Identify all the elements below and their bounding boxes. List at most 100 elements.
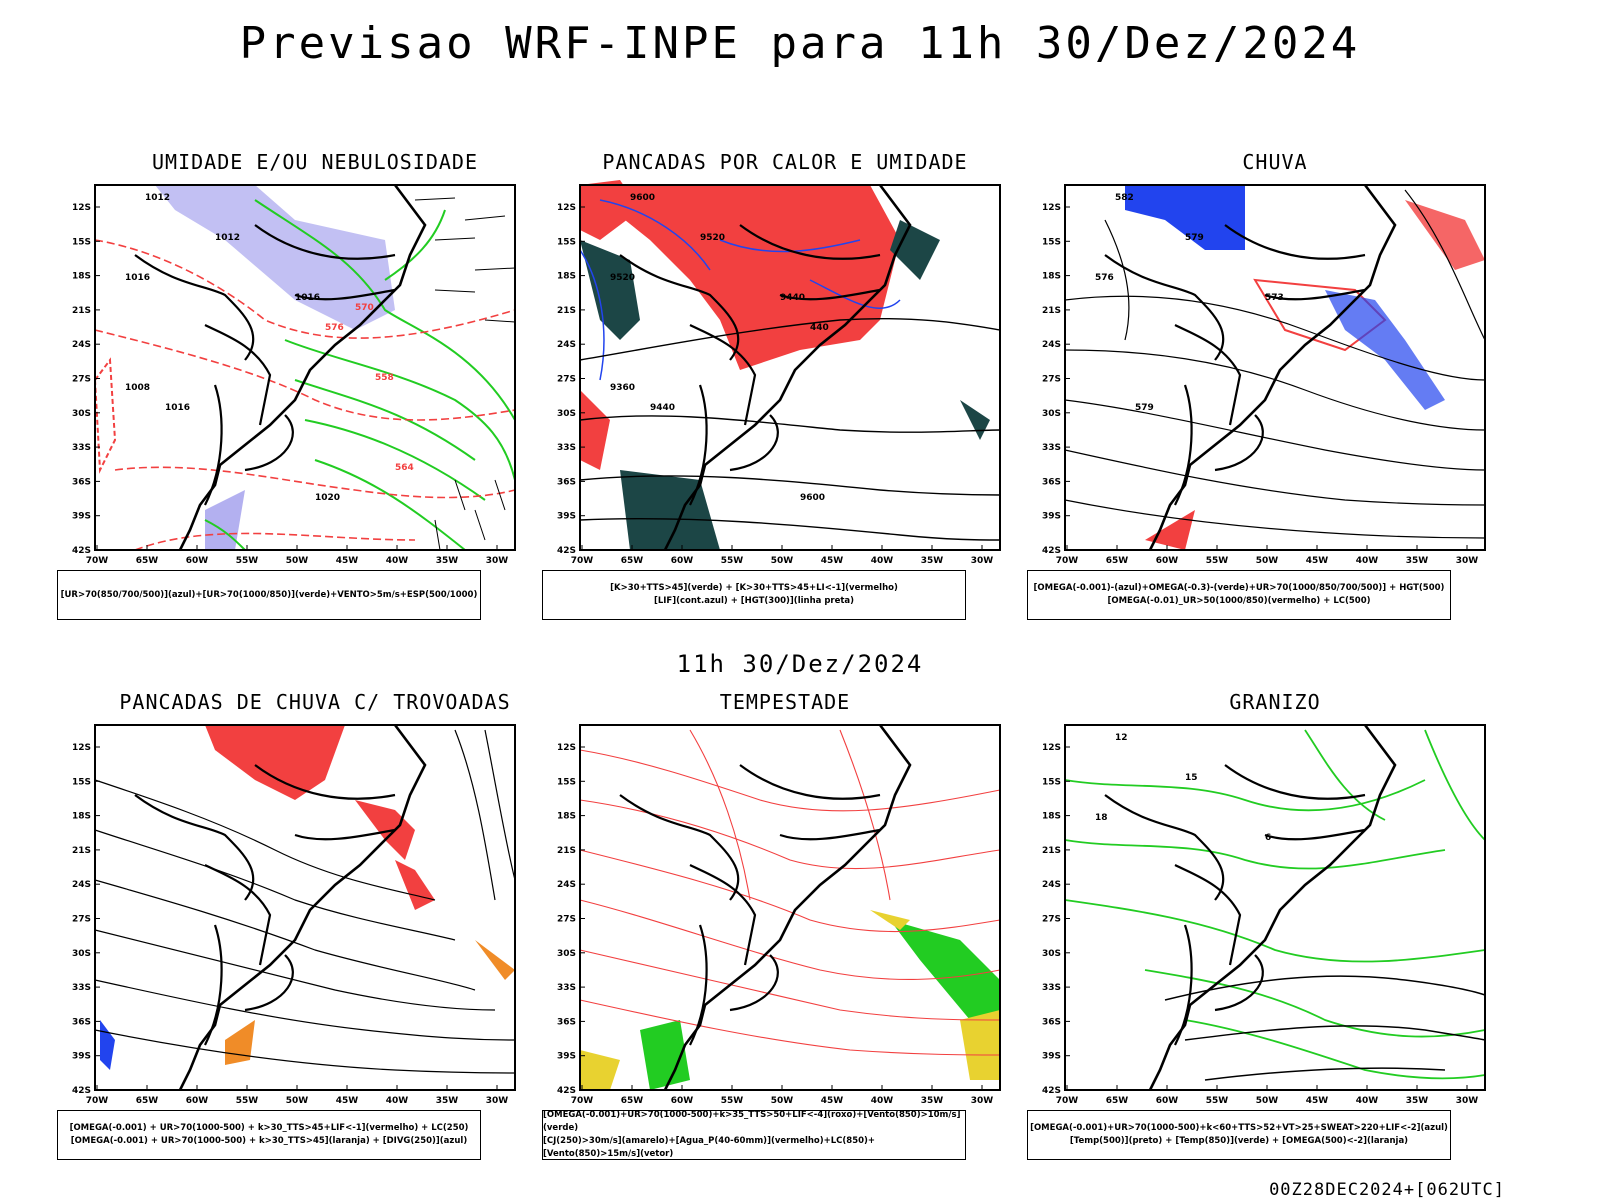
- state-border: [1174, 324, 1242, 426]
- page-title: Previsao WRF-INPE para 11h 30/Dez/2024: [239, 18, 1361, 69]
- lat-tick-label: 18S: [557, 272, 576, 282]
- coastline: [1148, 724, 1397, 1091]
- lat-tick-label: 27S: [72, 915, 91, 925]
- lat-tick-label: 12S: [1042, 743, 1061, 753]
- state-border: [779, 288, 881, 301]
- lat-tick-label: 27S: [557, 375, 576, 385]
- panel-umidade: UMIDADE E/OU NEBULOSIDADE 12S 15S 18S 21S 24…: [55, 150, 555, 640]
- lon-tick-label: 50W: [1256, 556, 1279, 566]
- run-info: 00Z28DEC2024+[062UTC]: [1269, 1180, 1505, 1200]
- lon-tick-label: 70W: [1056, 1096, 1079, 1106]
- lon-tick-label: 50W: [286, 1096, 309, 1106]
- lon-tick-label: 60W: [1156, 556, 1179, 566]
- panel-chuva: CHUVA 12S 15S 18S 21S 24S 27S 30S 33S 36S 39S 42S 7…: [1025, 150, 1525, 640]
- lon-tick-label: 30W: [486, 1096, 509, 1106]
- contour-value-label: 9360: [610, 383, 635, 393]
- lat-tick-label: 12S: [1042, 203, 1061, 213]
- lat-tick-label: 39S: [72, 1052, 91, 1062]
- lon-tick-label: 55W: [1206, 556, 1229, 566]
- lat-tick-label: 12S: [557, 203, 576, 213]
- panel-title: PANCADAS POR CALOR E UMIDADE: [602, 150, 968, 174]
- lat-tick-label: 30S: [557, 409, 576, 419]
- state-border: [689, 324, 757, 426]
- state-border: [779, 828, 881, 841]
- state-border: [294, 288, 396, 301]
- lat-tick-label: 27S: [557, 915, 576, 925]
- legend: [OMEGA(-0.001)-(azul)+OMEGA(-0.3)-(verde…: [1027, 570, 1451, 620]
- state-border: [1104, 794, 1225, 901]
- lon-tick-label: 55W: [236, 556, 259, 566]
- state-border: [204, 864, 272, 966]
- lat-tick-label: 33S: [72, 983, 91, 993]
- lat-tick-label: 24S: [557, 340, 576, 350]
- lon-tick-label: 55W: [236, 1096, 259, 1106]
- lon-tick-label: 35W: [1406, 1096, 1429, 1106]
- lon-tick-label: 45W: [821, 1096, 844, 1106]
- state-border: [254, 224, 396, 260]
- map-border: [94, 184, 516, 551]
- contour-value-label: 9440: [650, 403, 675, 413]
- state-border: [729, 954, 779, 1012]
- lon-tick-label: 65W: [136, 556, 159, 566]
- state-border: [619, 794, 740, 901]
- lat-tick-label: 33S: [557, 443, 576, 453]
- state-border: [134, 794, 255, 901]
- state-border: [244, 954, 294, 1012]
- lon-tick-label: 40W: [386, 556, 409, 566]
- lon-tick-label: 45W: [821, 556, 844, 566]
- lat-tick-label: 27S: [1042, 375, 1061, 385]
- lon-tick-label: 55W: [1206, 1096, 1229, 1106]
- lat-tick-label: 36S: [1042, 477, 1061, 487]
- lat-tick-label: 27S: [1042, 915, 1061, 925]
- contour-value-label: 440: [810, 323, 829, 333]
- contour-value-label: 9600: [800, 493, 825, 503]
- contour-value-label: 1016: [295, 293, 320, 303]
- lon-tick-label: 40W: [1356, 556, 1379, 566]
- coastline: [178, 184, 427, 551]
- lon-tick-label: 50W: [286, 556, 309, 566]
- lon-tick-label: 65W: [1106, 556, 1129, 566]
- lon-tick-label: 65W: [621, 556, 644, 566]
- lon-tick-label: 30W: [486, 556, 509, 566]
- lon-tick-label: 70W: [571, 1096, 594, 1106]
- lat-tick-label: 36S: [557, 477, 576, 487]
- state-border: [1214, 954, 1264, 1012]
- map-fill: [100, 725, 515, 1070]
- contour-value-label: 570: [355, 303, 374, 313]
- map-border: [1064, 724, 1486, 1091]
- state-border: [1264, 288, 1366, 301]
- state-border: [1104, 254, 1225, 361]
- lat-tick-label: 39S: [557, 1052, 576, 1062]
- lat-tick-label: 42S: [1042, 1086, 1061, 1096]
- lat-tick-label: 24S: [1042, 880, 1061, 890]
- lon-tick-label: 35W: [1406, 556, 1429, 566]
- lat-tick-label: 18S: [1042, 812, 1061, 822]
- lat-tick-label: 36S: [557, 1017, 576, 1027]
- panel-title: PANCADAS DE CHUVA C/ TROVOADAS: [119, 690, 511, 714]
- map-border: [1064, 184, 1486, 551]
- lat-tick-label: 36S: [72, 1017, 91, 1027]
- state-border: [1224, 224, 1366, 260]
- contour-value-label: 579: [1185, 233, 1204, 243]
- contour-value-label: 579: [1135, 403, 1154, 413]
- contour-value-label: 6: [1265, 833, 1271, 843]
- green-contours: [204, 199, 516, 551]
- lon-tick-label: 50W: [1256, 1096, 1279, 1106]
- contour-value-label: 1008: [125, 383, 150, 393]
- lat-tick-label: 42S: [557, 1086, 576, 1096]
- contour-value-label: 9440: [780, 293, 805, 303]
- lat-tick-label: 21S: [1042, 846, 1061, 856]
- lat-tick-label: 30S: [557, 949, 576, 959]
- lon-tick-label: 60W: [671, 1096, 694, 1106]
- contour-value-label: 9600: [630, 193, 655, 203]
- lon-tick-label: 40W: [871, 1096, 894, 1106]
- contour-value-label: 1012: [145, 193, 170, 203]
- lat-tick-label: 24S: [1042, 340, 1061, 350]
- red-dashed-contours: [94, 239, 516, 551]
- lat-tick-label: 33S: [72, 443, 91, 453]
- panel-granizo: GRANIZO 12S 15S 18S 21S 24S 27S 30S 33S 36S 39S 42…: [1025, 690, 1525, 1180]
- lat-tick-label: 27S: [72, 375, 91, 385]
